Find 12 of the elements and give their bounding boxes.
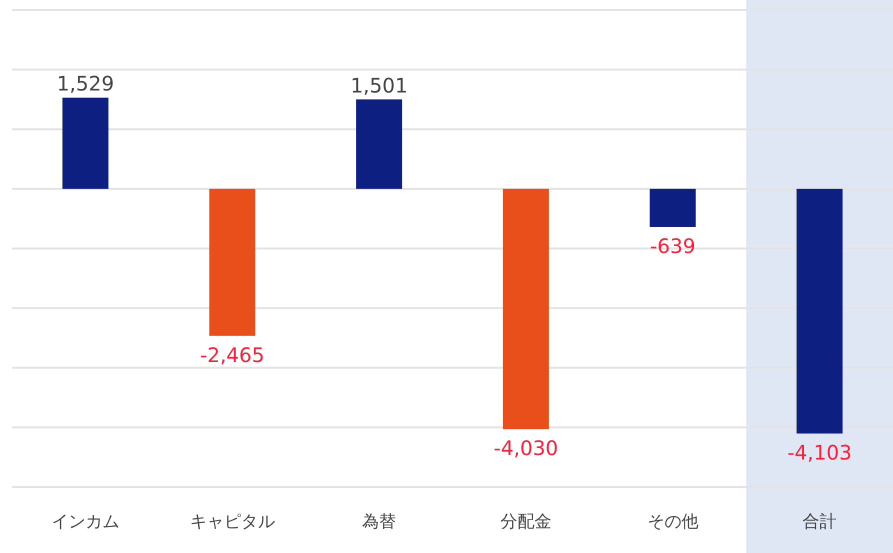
x-tick-label: 合計 xyxy=(802,512,837,532)
x-tick-label: 為替 xyxy=(362,512,396,532)
data-label: 1,529 xyxy=(56,72,114,96)
x-tick-label: キャピタル xyxy=(190,512,275,532)
data-label: -4,030 xyxy=(494,436,558,460)
data-label: -2,465 xyxy=(200,342,264,367)
data-label: -4,103 xyxy=(787,440,852,465)
x-tick-label: インカム xyxy=(51,512,120,532)
x-tick-label: 分配金 xyxy=(500,512,552,532)
data-label: 1,501 xyxy=(350,73,408,98)
data-label: -639 xyxy=(650,234,696,258)
x-tick-label: その他 xyxy=(647,512,698,532)
